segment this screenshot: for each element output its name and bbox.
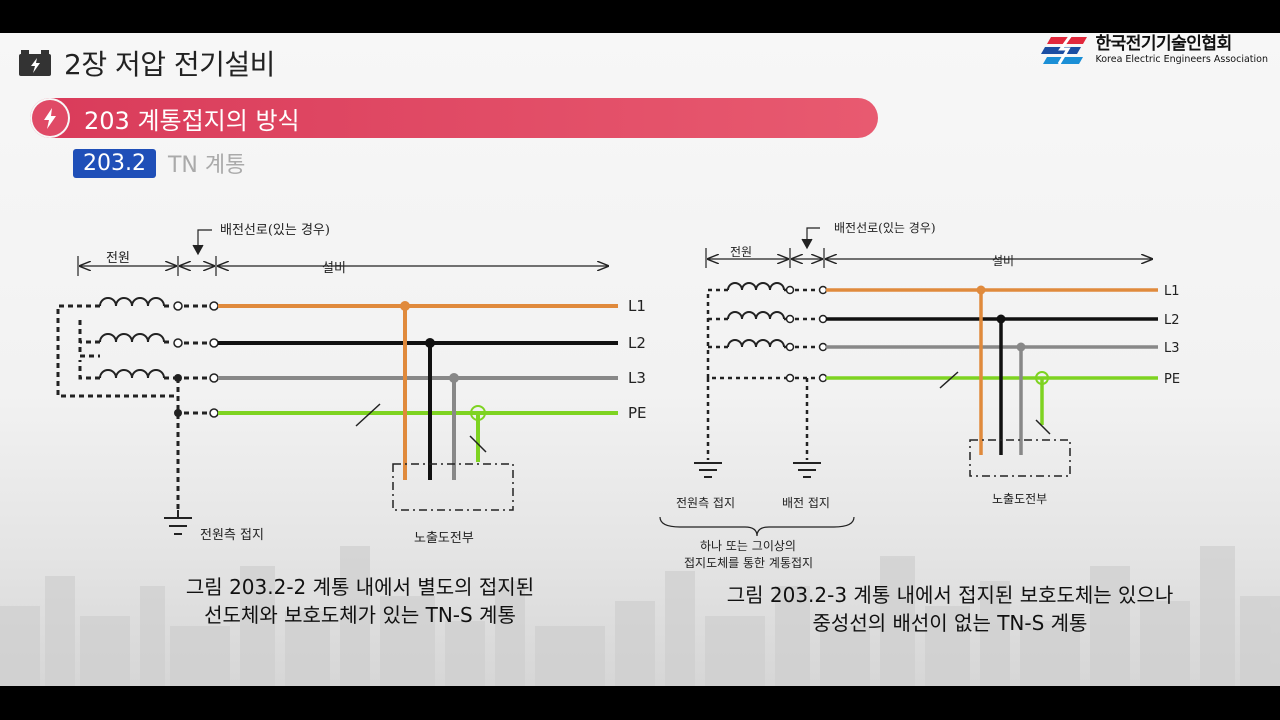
right-caption-line2: 중성선의 배선이 없는 TN-S 계통 [812,611,1088,635]
bottom-letterbox [0,686,1280,720]
left-transformer-coils [99,297,165,379]
right-caption-line1: 그림 203.2-3 계통 내에서 접지된 보호도체는 있으나 [726,583,1174,607]
left-caption-line2: 선도체와 보호도체가 있는 TN-S 계통 [204,603,516,627]
right-earth-symbols [694,462,821,478]
logo-english-name: Korea Electric Engineers Association [1095,53,1268,65]
subsection-number: 203.2 [73,148,156,178]
city-skyline-background [0,546,1280,686]
section-title: 203 계통접지의 방식 [84,106,300,135]
right-exposed-part-box [969,439,1071,477]
right-exposed-label: 노출도전부 [992,492,1047,506]
right-l3-label: L3 [1164,341,1180,356]
left-source-earth-label: 전원측 접지 [200,528,264,543]
right-distribution-label: 배전선로(있는 경우) [834,221,936,235]
right-pe-label: PE [1164,372,1180,387]
right-figure-caption: 그림 203.2-3 계통 내에서 접지된 보호도체는 있으나 중성선의 배선이… [680,581,1220,637]
logo-korean-name: 한국전기기술인협회 [1095,33,1232,54]
slide: 2장 저압 전기설비 한국전기기술인협회 Korea Electric Engi… [0,33,1280,686]
battery-icon [19,50,51,76]
section-icon-circle [30,98,70,138]
right-installation-label: 설비 [992,254,1014,268]
right-source-earth-label: 전원측 접지 [676,496,735,510]
section-bar: 203 계통접지의 방식 [30,98,878,138]
right-l1-label: L1 [1164,284,1180,299]
association-logo: 한국전기기술인협회 Korea Electric Engineers Assoc… [1041,33,1268,65]
left-l2-label: L2 [628,334,646,352]
tn-s-diagram-right: 전원 배전선로(있는 경우) 설비 전원측 접지 배전 접지 하나 또는 그이상… [659,221,1180,570]
subsection-title: TN 계통 [167,153,246,178]
right-note-line2: 접지도체를 통한 계통접지 [684,556,813,570]
left-source-earth-symbol [164,510,192,535]
left-l1-label: L1 [628,297,646,315]
left-exposed-label: 노출도전부 [414,531,474,546]
left-installation-label: 설비 [322,261,346,276]
left-pe-label: PE [628,404,647,422]
right-note-line1: 하나 또는 그이상의 [700,539,796,553]
left-l3-label: L3 [628,369,646,387]
lightning-icon [32,100,68,136]
left-exposed-part-box [392,463,514,511]
right-l2-label: L2 [1164,313,1180,328]
right-transformer-coils [727,282,785,348]
association-logo-icon [1041,34,1088,65]
left-distribution-label: 배전선로(있는 경우) [220,223,330,238]
right-dist-earth-label: 배전 접지 [782,496,830,510]
chapter-header: 2장 저압 전기설비 [18,43,275,83]
left-caption-line1: 그림 203.2-2 계통 내에서 별도의 접지된 [185,575,535,599]
left-figure-caption: 그림 203.2-2 계통 내에서 별도의 접지된 선도체와 보호도체가 있는 … [120,573,600,629]
top-letterbox [0,0,1280,33]
right-source-label: 전원 [730,245,752,259]
tn-s-diagram-left: 전원 배전선로(있는 경우) 설비 [56,223,647,546]
left-source-label: 전원 [106,251,130,266]
subsection-header: 203.2 TN 계통 [73,147,245,179]
chapter-title: 2장 저압 전기설비 [64,48,275,81]
